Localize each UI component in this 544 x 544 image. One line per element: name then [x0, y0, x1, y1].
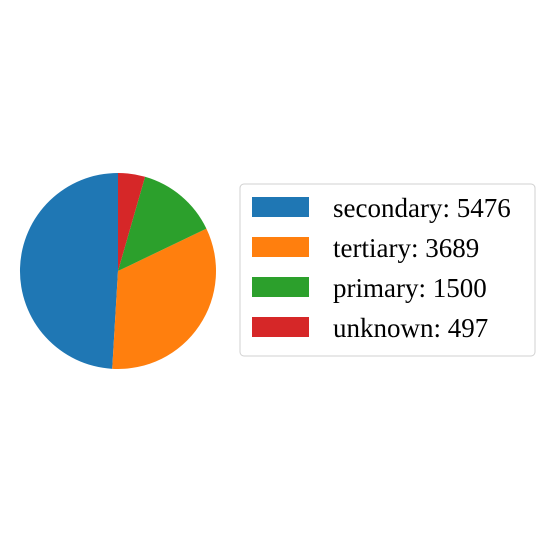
legend-swatch-primary: [252, 277, 309, 297]
legend-items: secondary: 5476 tertiary: 3689 primary: 15…: [252, 193, 511, 343]
legend: secondary: 5476 tertiary: 3689 primary: 15…: [239, 183, 536, 357]
legend-swatch-secondary: [252, 197, 309, 217]
legend-swatch-tertiary: [252, 237, 309, 257]
pie-slice-primary: [118, 176, 207, 271]
pie-slices: [19, 172, 217, 370]
legend-label-unknown: unknown: 497: [333, 313, 488, 343]
legend-label-tertiary: tertiary: 3689: [333, 233, 479, 263]
legend-label-primary: primary: 1500: [333, 273, 487, 303]
pie-slice-secondary: [19, 172, 118, 369]
pie-slice-unknown: [118, 173, 146, 271]
legend-frame: [239, 183, 536, 357]
pie-slice-tertiary: [112, 228, 217, 370]
legend-swatch-unknown: [252, 317, 309, 337]
legend-label-secondary: secondary: 5476: [333, 193, 511, 223]
